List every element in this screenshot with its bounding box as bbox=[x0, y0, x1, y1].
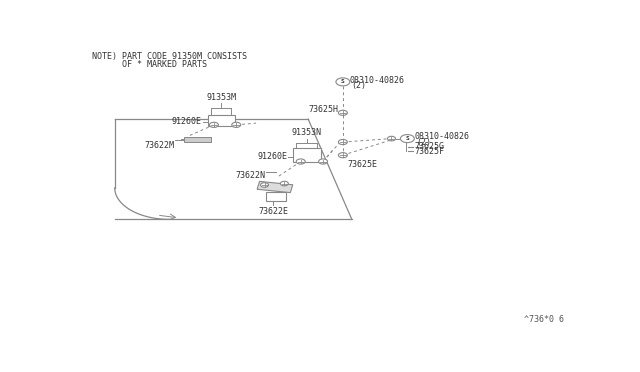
Circle shape bbox=[339, 140, 348, 145]
Text: OF * MARKED PARTS: OF * MARKED PARTS bbox=[92, 60, 207, 70]
Circle shape bbox=[401, 135, 414, 142]
Circle shape bbox=[260, 183, 269, 187]
Circle shape bbox=[209, 122, 218, 128]
Text: NOTE) PART CODE 91350M CONSISTS: NOTE) PART CODE 91350M CONSISTS bbox=[92, 52, 248, 61]
Text: (2): (2) bbox=[351, 81, 366, 90]
Text: S: S bbox=[341, 79, 345, 84]
Circle shape bbox=[388, 136, 396, 141]
Bar bbox=[292, 148, 321, 162]
Text: S: S bbox=[406, 135, 409, 141]
Bar bbox=[208, 115, 235, 126]
Text: 73622M: 73622M bbox=[144, 141, 174, 150]
Text: 73622N: 73622N bbox=[235, 171, 265, 180]
Circle shape bbox=[296, 159, 305, 164]
Text: 91353M: 91353M bbox=[206, 93, 236, 102]
Text: 73625G: 73625G bbox=[415, 142, 445, 151]
Text: 08310-40826: 08310-40826 bbox=[350, 76, 405, 85]
Text: 73625E: 73625E bbox=[348, 160, 378, 169]
Text: 91260E: 91260E bbox=[257, 153, 287, 161]
Text: 73625F: 73625F bbox=[415, 147, 445, 156]
Bar bbox=[184, 137, 211, 142]
Text: ^736*0 6: ^736*0 6 bbox=[524, 315, 564, 324]
Circle shape bbox=[232, 122, 241, 128]
Text: 91353N: 91353N bbox=[292, 128, 322, 137]
Text: 08310-40826: 08310-40826 bbox=[415, 132, 470, 141]
Circle shape bbox=[339, 110, 348, 115]
Circle shape bbox=[319, 159, 328, 164]
Bar bbox=[257, 182, 292, 193]
Circle shape bbox=[336, 78, 350, 86]
Bar bbox=[266, 192, 286, 201]
Circle shape bbox=[280, 181, 288, 186]
Circle shape bbox=[339, 153, 348, 158]
Text: 73625H: 73625H bbox=[309, 105, 339, 115]
Text: 73622E: 73622E bbox=[259, 207, 289, 217]
Text: (2): (2) bbox=[416, 138, 431, 147]
Text: 91260E: 91260E bbox=[172, 118, 202, 126]
